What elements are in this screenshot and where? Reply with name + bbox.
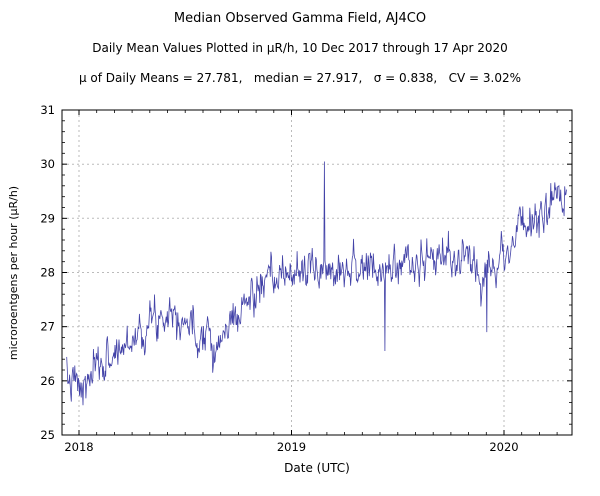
svg-text:26: 26 (40, 374, 55, 388)
chart-stats-line: μ of Daily Means = 27.781, median = 27.9… (78, 71, 522, 85)
svg-text:31: 31 (40, 103, 55, 117)
svg-text:2019: 2019 (277, 440, 306, 454)
svg-text:2020: 2020 (489, 440, 518, 454)
y-axis-label: microroentgens per hour (μR/h) (7, 186, 20, 360)
svg-text:28: 28 (40, 266, 55, 280)
svg-text:30: 30 (40, 157, 55, 171)
chart-title: Median Observed Gamma Field, AJ4CO (173, 11, 427, 26)
plot-generated-content: 25 26 27 28 29 30 31 2018 2019 2020 (40, 103, 573, 454)
x-axis-label: Date (UTC) (284, 461, 350, 475)
svg-text:27: 27 (40, 320, 55, 334)
chart-subtitle: Daily Mean Values Plotted in μR/h, 10 De… (92, 41, 508, 55)
svg-text:25: 25 (40, 428, 55, 442)
svg-text:2018: 2018 (64, 440, 93, 454)
svg-text:29: 29 (40, 211, 55, 225)
